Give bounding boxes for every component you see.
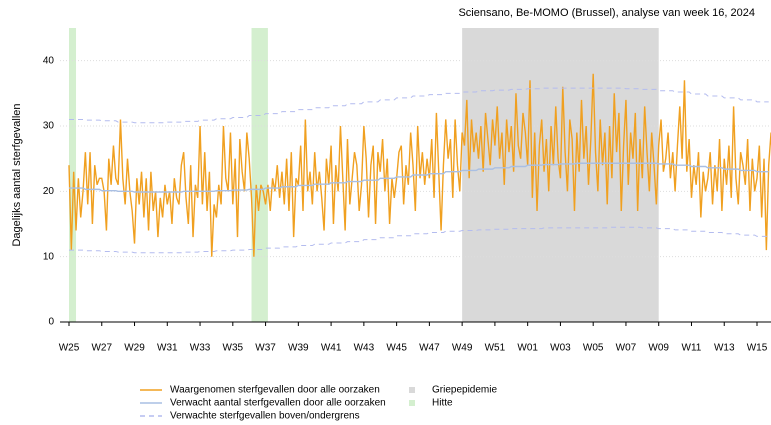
series-line [69, 226, 769, 254]
legend-label: Verwacht aantal sterfgevallen door alle … [170, 398, 386, 409]
x-tick-label: W07 [616, 343, 637, 354]
x-tick-label: W03 [550, 343, 571, 354]
y-tick-label: 30 [43, 121, 55, 132]
x-tick-label: W11 [682, 343, 702, 354]
x-tick-label: W43 [354, 343, 375, 354]
y-tick-label: 10 [43, 251, 55, 262]
x-tick-label: W27 [91, 343, 112, 354]
x-tick-label: W31 [157, 343, 178, 354]
legend-label: Verwachte sterfgevallen boven/ondergrens [170, 411, 360, 422]
x-tick-label: W15 [747, 343, 768, 354]
x-tick-label: W49 [452, 343, 473, 354]
series-line [69, 87, 769, 124]
x-tick-label: W47 [419, 343, 440, 354]
legend-swatch [409, 387, 415, 393]
x-tick-label: W51 [485, 343, 506, 354]
y-tick-label: 40 [43, 55, 55, 66]
region [69, 28, 77, 322]
x-tick-label: W37 [255, 343, 276, 354]
legend-label: Hitte [432, 398, 453, 409]
y-tick-label: 20 [43, 186, 55, 197]
series-line [68, 73, 771, 257]
x-tick-label: W39 [288, 343, 309, 354]
series-line [69, 162, 769, 193]
y-axis-label: Dagelijks aantal sterfgevallen [11, 103, 23, 246]
x-tick-label: W13 [714, 343, 735, 354]
x-tick-label: W33 [190, 343, 211, 354]
x-tick-label: W45 [386, 343, 407, 354]
y-tick-label: 0 [48, 317, 54, 328]
legend-swatch [409, 400, 415, 406]
x-tick-label: W09 [648, 343, 669, 354]
x-tick-label: W41 [321, 343, 342, 354]
legend-label: Griepepidemie [432, 385, 497, 396]
x-tick-label: W05 [583, 343, 604, 354]
x-tick-label: W25 [59, 343, 80, 354]
region [251, 28, 268, 322]
chart-title: Sciensano, Be-MOMO (Brussel), analyse va… [458, 7, 755, 19]
x-tick-label: W35 [223, 343, 244, 354]
x-tick-label: W29 [124, 343, 145, 354]
x-tick-label: W01 [517, 343, 538, 354]
legend-label: Waargenomen sterfgevallen door alle oorz… [170, 385, 380, 396]
